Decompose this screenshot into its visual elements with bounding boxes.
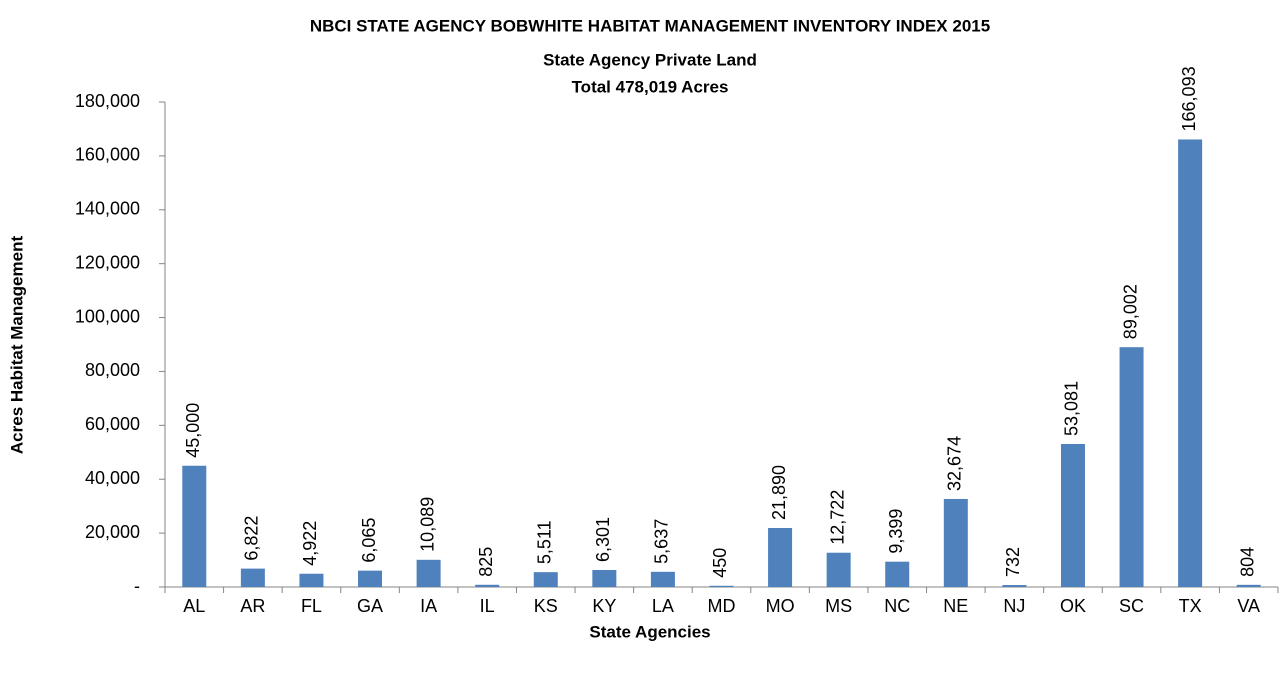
x-tick-label: NE xyxy=(943,596,968,616)
bar xyxy=(1002,585,1027,587)
x-axis-title: State Agencies xyxy=(589,622,710,641)
bar xyxy=(182,465,207,587)
data-label: 12,722 xyxy=(827,490,847,545)
y-tick-label: 160,000 xyxy=(75,145,140,165)
x-tick-label: KS xyxy=(534,596,558,616)
bar xyxy=(475,584,500,587)
bar xyxy=(885,561,910,587)
y-tick-label: 20,000 xyxy=(85,522,140,542)
data-label: 6,822 xyxy=(242,516,262,561)
x-tick-label: NC xyxy=(884,596,910,616)
data-label: 804 xyxy=(1237,547,1257,577)
y-axis-title: Acres Habitat Management xyxy=(7,236,26,455)
bar xyxy=(650,571,675,587)
x-tick-label: IA xyxy=(420,596,437,616)
x-tick-label: SC xyxy=(1119,596,1144,616)
y-tick-label: 120,000 xyxy=(75,252,140,272)
x-tick-label: MD xyxy=(708,596,736,616)
chart-subtitle: Total 478,019 Acres xyxy=(572,77,729,96)
x-tick-label: AR xyxy=(240,596,265,616)
data-label: 5,511 xyxy=(535,520,555,564)
y-tick-label: 100,000 xyxy=(75,306,140,326)
x-tick-label: AL xyxy=(183,596,205,616)
x-tick-label: LA xyxy=(652,596,674,616)
data-label: 4,922 xyxy=(300,521,320,566)
y-tick-label: 60,000 xyxy=(85,414,140,434)
y-tick-label: - xyxy=(134,576,140,596)
data-label: 6,301 xyxy=(593,517,613,562)
y-tick-label: 80,000 xyxy=(85,360,140,380)
data-label: 32,674 xyxy=(945,436,965,491)
chart-title: NBCI STATE AGENCY BOBWHITE HABITAT MANAG… xyxy=(310,16,990,35)
bar xyxy=(1178,139,1203,588)
data-label: 10,089 xyxy=(417,497,437,552)
x-tick-label: KY xyxy=(592,596,616,616)
bar xyxy=(358,570,383,587)
x-tick-label: IL xyxy=(480,596,495,616)
x-tick-label: MO xyxy=(766,596,795,616)
data-label: 5,637 xyxy=(652,519,672,564)
bar xyxy=(533,572,558,587)
x-tick-label: MS xyxy=(825,596,852,616)
y-tick-label: 140,000 xyxy=(75,199,140,219)
bar xyxy=(1236,584,1261,587)
data-label: 825 xyxy=(476,547,496,577)
y-tick-label: 40,000 xyxy=(85,468,140,488)
bar xyxy=(592,570,617,587)
data-label: 53,081 xyxy=(1062,381,1082,436)
data-label: 21,890 xyxy=(769,465,789,520)
bar xyxy=(768,528,793,587)
bar xyxy=(299,573,324,587)
x-tick-label: VA xyxy=(1237,596,1260,616)
data-label: 732 xyxy=(1003,547,1023,577)
bar xyxy=(240,568,265,587)
bar xyxy=(1060,443,1085,587)
data-label: 450 xyxy=(710,548,730,578)
x-tick-label: FL xyxy=(301,596,322,616)
bar xyxy=(1119,347,1144,587)
x-tick-label: NJ xyxy=(1003,596,1025,616)
x-tick-label: TX xyxy=(1179,596,1202,616)
data-label: 45,000 xyxy=(183,403,203,458)
data-label: 9,399 xyxy=(886,509,906,554)
data-label: 89,002 xyxy=(1120,284,1140,339)
data-label: 166,093 xyxy=(1179,66,1199,131)
x-tick-label: GA xyxy=(357,596,383,616)
chart-subtitle: State Agency Private Land xyxy=(543,50,757,69)
data-label: 6,065 xyxy=(359,518,379,563)
bar xyxy=(943,498,968,587)
y-tick-label: 180,000 xyxy=(75,91,140,111)
bar xyxy=(826,552,851,587)
bar xyxy=(709,585,734,587)
bar xyxy=(416,559,441,587)
x-tick-label: OK xyxy=(1060,596,1086,616)
